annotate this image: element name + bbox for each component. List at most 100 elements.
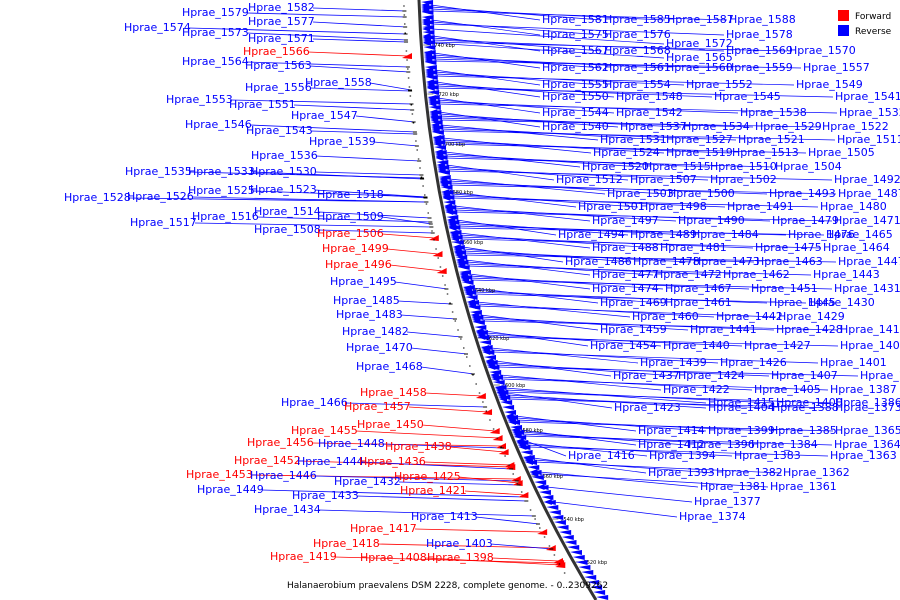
- label-connector: [475, 516, 540, 525]
- gene-feature: [541, 495, 554, 500]
- gene-feature: [462, 285, 475, 290]
- gene-feature: [525, 460, 538, 465]
- gene-label: Hprae_1429: [778, 310, 845, 323]
- gene-feature: [454, 250, 467, 255]
- gene-label: Hprae_1565: [666, 51, 733, 64]
- gene-feature: [423, 40, 436, 45]
- label-connector: [314, 171, 423, 176]
- label-connector: [431, 21, 603, 36]
- ruler-ticks: 1740 kbp 1720 kbp 1700 kbp 1680 kbp 1660 kbp…: [423, 43, 607, 566]
- label-connector: [431, 10, 728, 21]
- label-connector: [377, 543, 552, 549]
- gene-label: Hprae_1454: [590, 339, 657, 352]
- gene-label: Hprae_1456: [247, 436, 314, 449]
- gene-label: Hprae_1510: [710, 160, 777, 173]
- gene-label: Hprae_1399: [708, 424, 775, 437]
- gene-label: Hprae_1436: [359, 455, 426, 468]
- gene-label: Hprae_1438: [385, 440, 452, 453]
- label-connector: [369, 82, 412, 91]
- gene-label: Hprae_1571: [248, 32, 315, 45]
- ruler-tick-label: 1660 kbp: [460, 240, 484, 246]
- gene-label: Hprae_1450: [357, 418, 424, 431]
- gene-label: Hprae_1443: [813, 268, 880, 281]
- gene-label: Hprae_1563: [245, 59, 312, 72]
- gene-feature: [421, 15, 434, 20]
- label-connector: [307, 51, 409, 57]
- gene-feature: [402, 53, 413, 59]
- gene-feature: [421, 5, 434, 10]
- gene-feature: [527, 465, 540, 470]
- gene-label: Hprae_1373: [835, 401, 900, 414]
- gene-label: Hprae_1387: [830, 383, 897, 396]
- gene-feature: [432, 251, 443, 257]
- gene-feature: [434, 150, 447, 155]
- gene-label: Hprae_1483: [336, 308, 403, 321]
- gene-label: Hprae_1497: [592, 214, 659, 227]
- gene-label: Hprae_1452: [234, 454, 301, 467]
- gene-feature: [529, 470, 542, 475]
- gene-label: Hprae_1568: [604, 44, 671, 57]
- gene-label: Hprae_1416: [568, 449, 635, 462]
- gene-feature: [553, 558, 564, 564]
- gene-label: Hprae_1383: [734, 449, 801, 462]
- gene-label: Hprae_1401: [820, 356, 887, 369]
- label-connector: [293, 104, 414, 111]
- gene-label: Hprae_1474: [592, 282, 659, 295]
- label-connector: [386, 248, 439, 255]
- gene-feature: [438, 175, 451, 180]
- gene-feature: [477, 335, 490, 340]
- gene-label: Hprae_1508: [254, 223, 321, 236]
- gene-label: Hprae_1573: [182, 26, 249, 39]
- label-connector: [501, 378, 829, 391]
- gene-label: Hprae_1557: [803, 61, 870, 74]
- label-connector: [458, 227, 825, 236]
- label-connector: [431, 23, 725, 36]
- ruler-tick-label: 1540 kbp: [560, 517, 584, 523]
- label-connector: [474, 291, 768, 304]
- ruler-tick-label: 1740 kbp: [431, 43, 455, 49]
- gene-label: Hprae_1464: [823, 241, 890, 254]
- gene-features: [402, 0, 609, 600]
- gene-label: Hprae_1489: [630, 228, 697, 241]
- label-connector: [464, 490, 525, 496]
- gene-label: Hprae_1365: [835, 424, 900, 437]
- gene-feature: [479, 340, 492, 345]
- gene-label: Hprae_1515: [644, 160, 711, 173]
- gene-feature: [504, 410, 517, 415]
- label-connector: [474, 293, 807, 304]
- label-connector: [361, 461, 513, 470]
- gene-feature: [444, 205, 457, 210]
- gene-feature: [480, 345, 493, 350]
- label-connector: [312, 21, 407, 28]
- label-connector: [230, 99, 413, 105]
- gene-feature: [593, 590, 606, 595]
- label-connector: [414, 528, 544, 533]
- gene-label: Hprae_1570: [789, 44, 856, 57]
- gene-feature: [482, 350, 495, 355]
- label-connector: [420, 366, 474, 375]
- label-connector: [423, 461, 511, 466]
- gene-label: Hprae_1362: [783, 466, 850, 479]
- gene-feature: [548, 510, 561, 515]
- gene-label: Hprae_1461: [665, 296, 732, 309]
- label-connector: [535, 461, 782, 474]
- gene-label: Hprae_1430: [808, 296, 875, 309]
- gene-label: Hprae_1390: [860, 369, 900, 382]
- gene-label: Hprae_1499: [322, 242, 389, 255]
- label-connector: [252, 171, 424, 180]
- gene-label: Hprae_1482: [342, 325, 409, 338]
- gene-feature: [428, 235, 439, 241]
- gene-feature: [443, 200, 456, 205]
- gene-feature: [432, 135, 445, 140]
- gene-label: Hprae_1398: [427, 551, 494, 564]
- label-connector: [487, 336, 839, 347]
- gene-label: Hprae_1426: [720, 356, 787, 369]
- label-connector: [440, 119, 821, 128]
- gene-label: Hprae_1562: [542, 61, 609, 74]
- gene-label: Hprae_1484: [692, 228, 759, 241]
- label-connector: [314, 475, 518, 482]
- gene-label: Hprae_1559: [726, 61, 793, 74]
- gene-feature: [559, 530, 572, 535]
- gene-label: Hprae_1462: [723, 268, 790, 281]
- gene-label: Hprae_1423: [614, 401, 681, 414]
